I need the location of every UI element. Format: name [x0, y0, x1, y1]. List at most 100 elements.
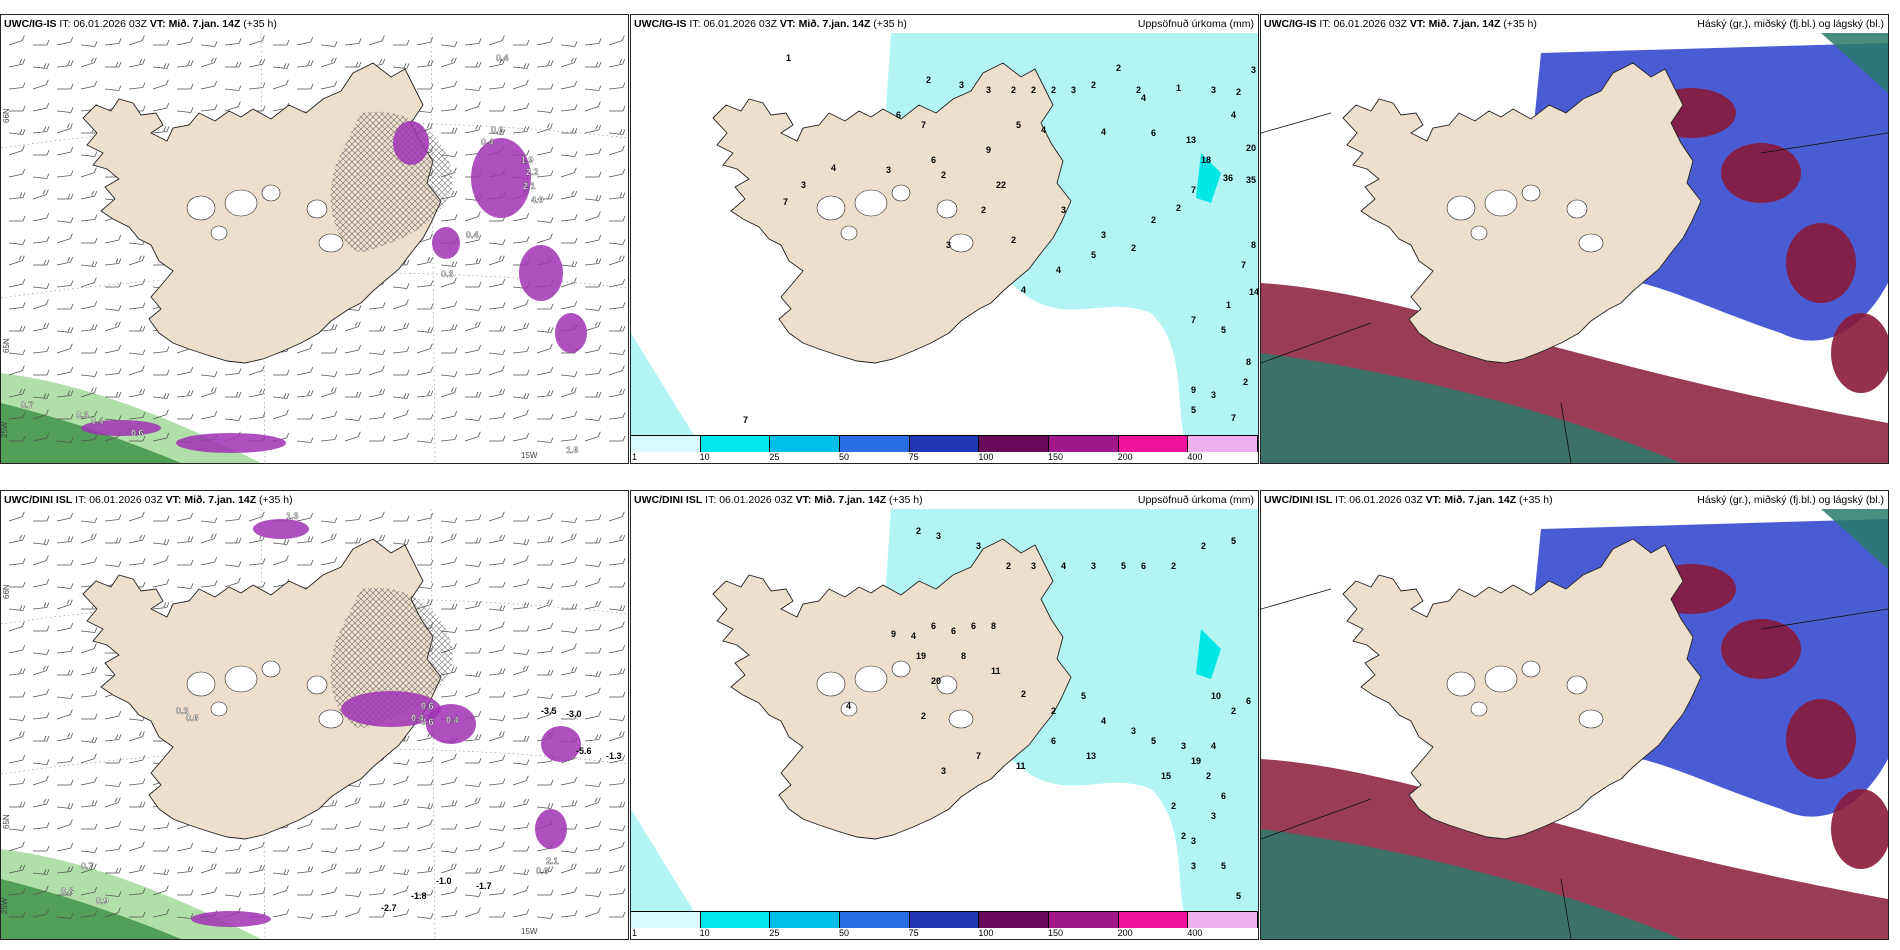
colorbar-label: 200	[1117, 452, 1133, 462]
panel-bottom-middle: UWC/DINI ISL IT: 06.01.2026 03Z VT: Mið.…	[630, 490, 1259, 940]
precip-value-label: 2	[1171, 801, 1176, 811]
precip-value-label: 3	[801, 180, 806, 190]
precip-value-label: 4	[911, 631, 916, 641]
colorbar-label: 75	[908, 452, 919, 462]
precip-value-label: 6	[1051, 736, 1056, 746]
colorbar-label: 150	[1048, 928, 1064, 938]
glacier	[1566, 199, 1588, 219]
panel-title: Háský (gr.), miðský (fj.bl.) og lágský (…	[1697, 18, 1884, 30]
colorbar-swatch	[631, 436, 701, 452]
precip-value-label: 2	[916, 526, 921, 536]
precip-value-label: 2	[1171, 561, 1176, 571]
map-wind: 66N65N25W15W0.40.60.41.92.22.14.00.40.30…	[1, 33, 628, 463]
precip-value-label: 3	[941, 766, 946, 776]
glacier	[306, 675, 328, 695]
country-borders	[1261, 588, 1888, 939]
precip-value-label: 2	[1176, 203, 1181, 213]
precip-value-label: 8	[991, 621, 996, 631]
model-name: UWC/DINI ISL	[1264, 494, 1333, 506]
precip-value-label: 6	[1221, 791, 1226, 801]
mid-cloud-area	[1831, 313, 1888, 393]
lead-time: (+35 h)	[1519, 494, 1553, 506]
mid-cloud-area	[1786, 223, 1856, 303]
colorbar-label: 400	[1187, 452, 1203, 462]
panel-bottom-left: UWC/DINI ISL IT: 06.01.2026 03Z VT: Mið.…	[0, 490, 629, 940]
panel-top-middle: UWC/IG-IS IT: 06.01.2026 03Z VT: Mið. 7.…	[630, 14, 1259, 464]
wind-value-label: 0.4	[411, 713, 424, 723]
low-cloud-area	[1261, 829, 1681, 939]
panel-header: UWC/DINI ISL IT: 06.01.2026 03Z VT: Mið.…	[1, 491, 628, 509]
panel-top-right: UWC/IG-IS IT: 06.01.2026 03Z VT: Mið. 7.…	[1260, 14, 1889, 464]
precip-value-label: 3	[1211, 85, 1216, 95]
precip-value-label: 2	[1236, 87, 1241, 97]
wind-value-label: 0.4	[466, 230, 479, 240]
it-value: 06.01.2026 03Z	[719, 494, 793, 506]
colorbar-swatch	[770, 436, 841, 452]
colorbar-swatch	[1188, 436, 1258, 452]
glacier	[318, 233, 344, 253]
colorbar-label: 100	[978, 452, 994, 462]
wind-value-label: 0.4	[496, 53, 509, 63]
vt-value: Mið. 7.jan. 14Z	[1428, 18, 1501, 30]
precip-area	[631, 809, 711, 939]
precip-value-label: 7	[1191, 315, 1196, 325]
precip-value-label: 3	[1181, 741, 1186, 751]
wind-value-label: -5.6	[576, 746, 592, 756]
precip-purple-area	[176, 433, 286, 453]
precip-value-label: 5	[1091, 250, 1096, 260]
colorbar-label: 400	[1187, 928, 1203, 938]
glacier	[840, 701, 858, 717]
wind-value-label: 2.1	[523, 181, 536, 191]
glacier	[816, 671, 846, 697]
mid-cloud-area	[1721, 143, 1801, 203]
hatch-area	[330, 587, 453, 729]
glacier	[1484, 189, 1518, 217]
colorbar-swatch	[840, 436, 910, 452]
panel-header: UWC/IG-IS IT: 06.01.2026 03Z VT: Mið. 7.…	[1261, 15, 1888, 33]
colorbar: 1 10 25 50 75 100 150 200 400	[631, 911, 1258, 939]
precip-value-label: 20	[931, 676, 941, 686]
glacier	[1566, 675, 1588, 695]
precip-value-label: 3	[1071, 85, 1076, 95]
precip-purple-area	[535, 809, 567, 849]
precip-value-label: 5	[1236, 891, 1241, 901]
precip-value-label: 4	[1101, 716, 1106, 726]
colorbar-label: 1	[632, 928, 638, 938]
vt-label: VT:	[795, 494, 812, 506]
precip-purple-area	[541, 726, 581, 762]
colorbar: 1 10 25 50 75 100 150 200 400	[631, 435, 1258, 463]
precip-value-label: 5	[1231, 536, 1236, 546]
precip-value-label: 2	[1021, 689, 1026, 699]
precip-purple-area	[426, 704, 476, 744]
precip-value-label: 4	[831, 163, 836, 173]
lon-label: 15W	[521, 927, 538, 936]
precip-value-label: 6	[1151, 128, 1156, 138]
precip-value-label: 36	[1223, 173, 1233, 183]
wind-value-label: 4.0	[531, 195, 544, 205]
precip-value-label: 4	[1231, 110, 1236, 120]
colorbar-label: 50	[839, 452, 850, 462]
wind-value-label: -1.7	[476, 881, 492, 891]
wind-value-label: 0.6	[421, 717, 434, 727]
glacier	[936, 675, 958, 695]
precip-value-label: 5	[1221, 861, 1226, 871]
precip-value-label: 6	[931, 621, 936, 631]
panel-top-left: UWC/IG-IS IT: 06.01.2026 03Z VT: Mið. 7.…	[0, 14, 629, 464]
glacier	[1470, 225, 1488, 241]
lead-time: (+35 h)	[243, 18, 277, 30]
colorbar-label: 25	[769, 452, 780, 462]
colorbar-swatch	[909, 912, 980, 928]
glacier	[840, 225, 858, 241]
precip-value-label: 2	[1006, 561, 1011, 571]
precip-value-label: 6	[1141, 561, 1146, 571]
lead-time: (+35 h)	[1503, 18, 1537, 30]
precip-value-label: 9	[1191, 385, 1196, 395]
precip-value-label: 7	[1241, 260, 1246, 270]
iceland-land	[1342, 538, 1702, 840]
precip-area	[1196, 629, 1221, 679]
precip-value-label: 8	[1251, 240, 1256, 250]
lead-time: (+35 h)	[259, 494, 293, 506]
vt-label: VT:	[1425, 494, 1442, 506]
panel-header: UWC/DINI ISL IT: 06.01.2026 03Z VT: Mið.…	[631, 491, 1258, 509]
